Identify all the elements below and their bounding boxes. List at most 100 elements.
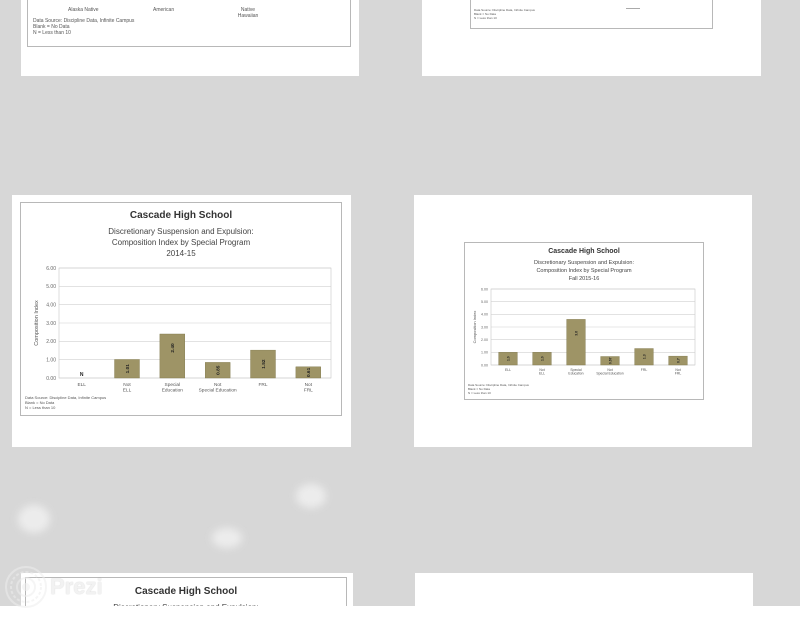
bar-value-label: N <box>80 372 84 378</box>
chart-title-line: Discretionary Suspension and Expulsion: <box>534 260 634 266</box>
x-tick-label: ELL <box>77 382 86 388</box>
y-tick-label: 1.00 <box>46 357 56 363</box>
y-axis-label: Composition Index <box>34 300 40 346</box>
slide-frame: Data Source: Discipline Data, Infinite C… <box>470 0 713 29</box>
y-tick-label: 5.00 <box>46 284 56 290</box>
bar-value-label: 1.0 <box>540 356 544 361</box>
bar-value-label: 0.67 <box>608 357 612 364</box>
bar-value-label: 1.3 <box>642 354 646 359</box>
source-note: Blank = No Data <box>474 12 496 16</box>
school-title: Cascade High School <box>134 586 238 597</box>
x-tick-label: Special <box>165 382 181 388</box>
bar-value-label: 0.61 <box>306 367 312 377</box>
source-note: N = Less than 10 <box>474 16 497 20</box>
x-tick-label: FRL <box>304 388 313 394</box>
prezi-wordmark: Prezi <box>50 574 103 599</box>
category-label: Native Hawaiian <box>237 7 259 19</box>
x-tick-label: Not <box>539 368 544 372</box>
bar <box>634 348 654 366</box>
x-tick-label: Not <box>214 382 222 388</box>
bar-chart: 0.00 1.00 2.00 3.00 4.00 5.00 6.00 Composition … <box>472 287 696 376</box>
background-blob <box>296 484 326 508</box>
x-tick-label: Special Education <box>596 372 623 376</box>
bar <box>566 319 586 366</box>
y-tick-label: 6.00 <box>481 287 488 291</box>
bottom-bar <box>0 606 800 618</box>
y-tick-label: 4.00 <box>481 313 488 317</box>
bar-value-label: 1.01 <box>125 364 131 374</box>
x-tick-label: Education <box>568 372 583 376</box>
source-note: Data Source: Discipline Data, Infinite C… <box>468 383 529 387</box>
slide-thumbnail-top-right[interactable]: Data Source: Discipline Data, Infinite C… <box>422 0 761 76</box>
slide-thumbnail-top-left[interactable]: Alaska Native American Native Hawaiian D… <box>21 0 359 76</box>
slide-frame: Alaska Native American Native Hawaiian D… <box>27 0 351 47</box>
y-tick-label: 3.00 <box>46 321 56 327</box>
bar-value-label: 2.40 <box>170 343 176 353</box>
school-title: Cascade High School <box>129 210 233 221</box>
source-note: Blank = No Data <box>25 400 55 405</box>
bar <box>250 349 276 379</box>
y-tick-label: 1.00 <box>481 351 488 355</box>
x-tick-label: FRL <box>675 372 682 376</box>
y-tick-label: 3.00 <box>481 325 488 329</box>
bar <box>498 352 518 366</box>
x-tick-label: ELL <box>539 372 545 376</box>
x-tick-label: FRL <box>641 368 648 372</box>
chart-title-line: Discretionary Suspension and Expulsion: <box>108 227 254 236</box>
bar <box>204 362 231 379</box>
category-label: American <box>153 7 175 13</box>
y-tick-label: 4.00 <box>46 302 56 308</box>
x-tick-label: Not <box>607 368 612 372</box>
x-tick-label: Special <box>570 368 581 372</box>
source-note: N = Less than 10 <box>25 405 56 410</box>
chart-title-line: Fall 2015-16 <box>568 276 600 282</box>
bar-value-label: 1.52 <box>261 359 267 369</box>
slide-frame: Cascade High School Discretionary Suspen… <box>464 242 704 400</box>
source-note: Data Source: Discipline Data, Infinite C… <box>25 395 107 400</box>
legend-mark <box>626 8 640 9</box>
x-tick-label: FRL <box>259 382 268 388</box>
bar <box>295 366 322 379</box>
y-tick-label: 5.00 <box>481 300 488 304</box>
bar <box>532 352 552 366</box>
slide-frame: Cascade High School Discretionary Suspen… <box>20 202 342 416</box>
bar <box>668 355 688 366</box>
x-tick-label: ELL <box>505 368 511 372</box>
prezi-logo-icon <box>5 566 47 608</box>
prezi-watermark: Prezi <box>2 564 103 610</box>
source-note: Data Source: Discipline Data, Infinite C… <box>474 8 535 12</box>
bar-value-label: 1.0 <box>506 356 510 361</box>
y-tick-label: 2.00 <box>481 338 488 342</box>
category-label: Alaska Native <box>68 7 99 13</box>
x-tick-label: Not <box>305 382 313 388</box>
chart-title-line: Composition Index by Special Program <box>536 268 632 274</box>
bar-value-label: 0.7 <box>676 358 680 363</box>
source-note: N = Less than 10 <box>33 30 71 36</box>
y-tick-label: 6.00 <box>46 266 56 272</box>
source-note: Data Source: Discipline Data, Infinite C… <box>33 18 135 24</box>
x-tick-label: Special Education <box>199 388 237 394</box>
x-tick-label: ELL <box>123 388 132 394</box>
bar <box>600 356 620 366</box>
y-tick-label: 0.00 <box>481 363 488 367</box>
slide-thumbnail-2014-15[interactable]: Cascade High School Discretionary Suspen… <box>12 195 351 447</box>
y-tick-label: 0.00 <box>46 376 56 382</box>
source-note: Blank = No Data <box>33 24 70 30</box>
chart-title-line: Composition Index by Special Program <box>111 238 251 247</box>
x-tick-label: Education <box>162 388 183 394</box>
bar-value-label: 3.6 <box>574 331 578 336</box>
bar <box>114 359 140 379</box>
chart-title-line: 2014-15 <box>166 249 196 258</box>
slide-thumbnail-2015-16[interactable]: Cascade High School Discretionary Suspen… <box>414 195 752 447</box>
source-note: N = Less than 10 <box>468 391 491 395</box>
x-tick-label: Not <box>675 368 680 372</box>
bar <box>159 333 186 379</box>
y-axis-label: Composition Index <box>472 311 477 344</box>
background-blob <box>18 505 50 533</box>
school-title: Cascade High School <box>548 248 620 255</box>
y-tick-label: 2.00 <box>46 339 56 345</box>
background-blob <box>212 528 242 548</box>
bar-value-label: 0.85 <box>215 365 221 375</box>
x-tick-label: Not <box>123 382 131 388</box>
bar-chart: 0.00 1.00 2.00 3.00 4.00 5.00 6.00 Composition … <box>34 266 332 394</box>
